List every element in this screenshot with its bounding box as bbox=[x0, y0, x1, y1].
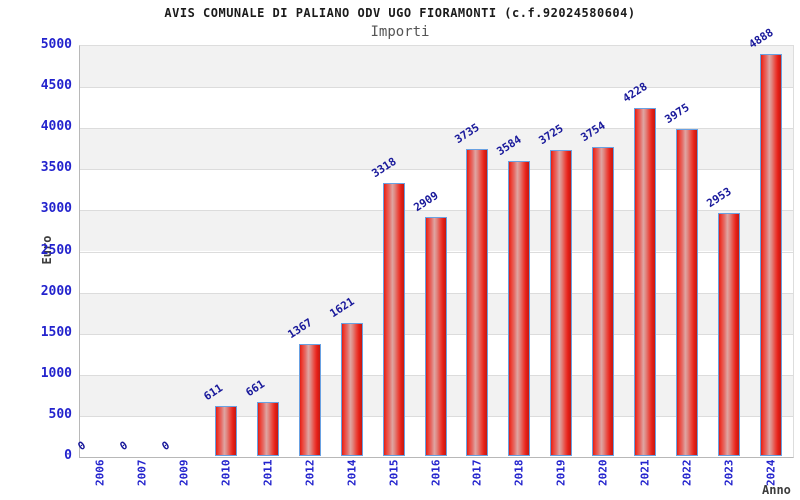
x-tick-label: 2012 bbox=[303, 459, 317, 487]
chart-subtitle: Importi bbox=[370, 24, 430, 40]
x-tick-label: 2016 bbox=[429, 459, 443, 487]
x-tick-label: 2006 bbox=[93, 459, 107, 487]
y-tick-label: 500 bbox=[48, 406, 72, 422]
bar bbox=[634, 108, 656, 456]
x-tick-label: 2014 bbox=[345, 459, 359, 487]
bar bbox=[550, 150, 572, 456]
gridline bbox=[80, 87, 793, 89]
bar bbox=[466, 149, 488, 456]
x-tick-label: 2007 bbox=[135, 459, 149, 487]
y-tick-label: 3500 bbox=[40, 160, 72, 176]
y-tick-label: 5000 bbox=[40, 37, 72, 52]
x-tick-label: 2019 bbox=[554, 459, 568, 487]
y-tick-label: 1500 bbox=[40, 324, 72, 340]
bar bbox=[508, 161, 530, 456]
bar bbox=[299, 344, 321, 456]
gridline bbox=[80, 128, 793, 130]
bar bbox=[676, 129, 698, 456]
x-axis-title: Anno bbox=[762, 483, 791, 497]
chart-title: AVIS COMUNALE DI PALIANO ODV UGO FIORAMO… bbox=[164, 6, 636, 20]
x-tick-label: 2015 bbox=[387, 459, 401, 487]
x-tick-label: 2023 bbox=[722, 459, 736, 487]
gridline bbox=[80, 169, 793, 171]
y-tick-label: 4000 bbox=[40, 119, 72, 135]
x-tick-label: 2017 bbox=[470, 459, 484, 487]
bar bbox=[760, 54, 782, 456]
bar bbox=[341, 323, 363, 456]
bar bbox=[718, 213, 740, 456]
gridline bbox=[80, 210, 793, 212]
plot-band bbox=[80, 128, 793, 170]
plot-band bbox=[80, 46, 793, 88]
bar bbox=[257, 402, 279, 456]
y-tick-label: 0 bbox=[64, 448, 72, 463]
bar bbox=[592, 147, 614, 456]
bar bbox=[383, 183, 405, 456]
x-tick-label: 2018 bbox=[512, 459, 526, 487]
bar bbox=[215, 406, 237, 456]
plot-band bbox=[80, 87, 793, 129]
x-tick-label: 2011 bbox=[261, 459, 275, 487]
x-tick-label: 2022 bbox=[680, 459, 694, 487]
plot-band bbox=[80, 169, 793, 211]
bar bbox=[425, 217, 447, 456]
y-tick-label: 4500 bbox=[40, 78, 72, 94]
y-tick-label: 2000 bbox=[40, 283, 72, 299]
y-tick-label: 1000 bbox=[40, 365, 72, 381]
x-tick-label: 2024 bbox=[764, 459, 778, 487]
y-tick-label: 2500 bbox=[40, 242, 72, 258]
x-tick-label: 2009 bbox=[177, 459, 191, 487]
x-tick-label: 2010 bbox=[219, 459, 233, 487]
y-tick-label: 3000 bbox=[40, 201, 72, 217]
x-tick-label: 2021 bbox=[638, 459, 652, 487]
x-tick-label: 2020 bbox=[596, 459, 610, 487]
